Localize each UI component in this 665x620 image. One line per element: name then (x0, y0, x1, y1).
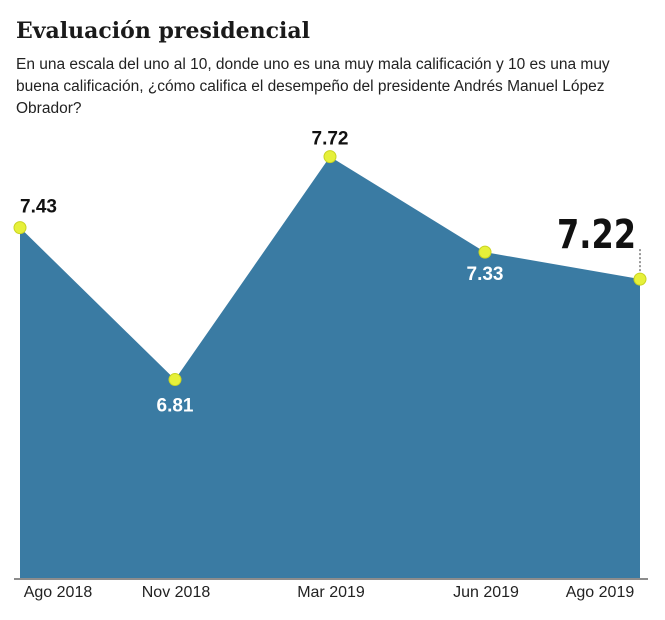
x-tick-label: Ago 2018 (24, 584, 93, 601)
marker (13, 221, 27, 235)
value-label: 7.33 (467, 264, 504, 285)
value-label: 7.43 (20, 197, 57, 218)
area (20, 156, 640, 578)
marker (478, 245, 492, 259)
value-label: 6.81 (157, 396, 194, 417)
x-tick-label: Mar 2019 (297, 584, 365, 601)
x-tick-label: Ago 2019 (566, 584, 635, 601)
chart-subtitle: En una escala del uno al 10, donde uno e… (16, 56, 610, 117)
value-label: 7.22 (557, 211, 636, 258)
marker (323, 150, 337, 164)
x-tick-label: Nov 2018 (142, 584, 211, 601)
chart-title: Evaluación presidencial (16, 18, 310, 44)
value-label: 7.72 (312, 129, 349, 150)
marker (633, 272, 647, 286)
x-tick-label: Jun 2019 (453, 584, 519, 601)
marker (168, 373, 182, 387)
